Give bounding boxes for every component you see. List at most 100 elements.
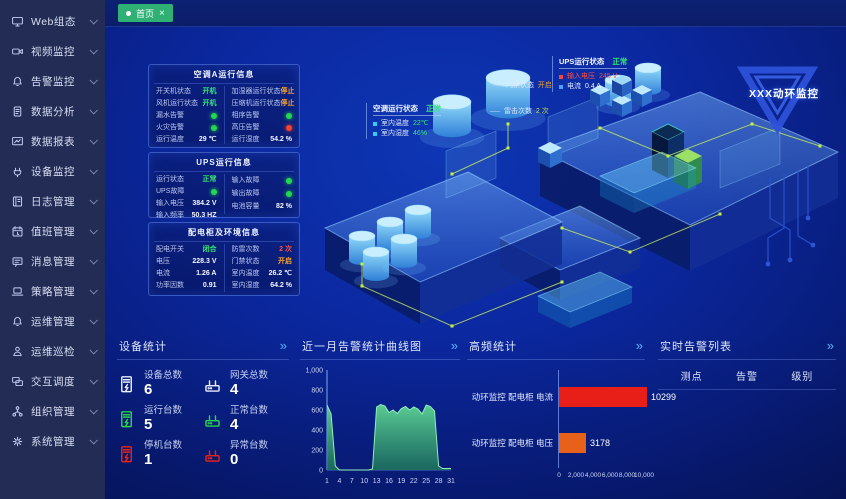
panel-title: 空调A运行信息 (154, 65, 294, 84)
chevron-down-icon (89, 406, 98, 415)
sidebar-item-label: Web组态 (31, 15, 76, 28)
info-panel-ac: 空调A运行信息 开关机状态 开机 风机运行状态 开机 漏水告警 火灾告警 运行温度 29 ℃ 加… (148, 64, 300, 148)
info-row: 运行状态 正常 (156, 176, 217, 183)
stat-item: 设备总数 6 (117, 370, 203, 398)
axis-tick: 4,000 (584, 472, 602, 479)
scene-label-door: 门禁状态 开启 (492, 80, 552, 90)
sidebar-item-log[interactable]: 日志管理 (0, 186, 105, 216)
chevron-down-icon (89, 286, 98, 295)
more-arrow-icon[interactable]: » (826, 338, 834, 353)
bar[interactable] (559, 433, 586, 453)
sidebar-item-label: 数据分析 (31, 105, 75, 118)
info-row: 相序告警 (232, 110, 292, 122)
panel-device-stats: 设备统计 » 设备总数 6 网关总数 4 运行台数 5 正常台数 4 停机台数 1 异常台数 0 (117, 334, 289, 494)
chevron-down-icon (89, 226, 98, 235)
sidebar-item-message[interactable]: 消息管理 (0, 246, 105, 276)
tab-dot-icon (126, 10, 131, 16)
sidebar-item-web[interactable]: Web组态 (0, 6, 105, 36)
status-dot-green (286, 177, 292, 184)
info-panel-power: 配电柜及环境信息 配电开关 闭合 电压 228.3 V 电流 1.26 A 功率因数 0.91… (148, 222, 300, 296)
sidebar-item-label: 告警监控 (31, 75, 75, 88)
sidebar-item-inspect[interactable]: 运维巡检 (0, 336, 105, 366)
sidebar-item-label: 组织管理 (31, 405, 75, 418)
svg-text:400: 400 (311, 428, 323, 435)
chevron-down-icon (89, 436, 98, 445)
bar-chart-axis (558, 370, 559, 468)
panel-alarm-list: 实时告警列表 » 测点 告警 级别 (658, 334, 836, 494)
sidebar-item-label: 值班管理 (31, 225, 75, 238)
gear-icon (11, 434, 25, 448)
sidebar-item-analysis[interactable]: 数据分析 (0, 96, 105, 126)
panel-title: 高频统计 (469, 341, 517, 353)
info-row: UPS故障 (156, 186, 217, 198)
chevron-down-icon (89, 16, 98, 25)
more-arrow-icon[interactable]: » (279, 338, 287, 353)
sidebar-item-duty[interactable]: 值班管理 (0, 216, 105, 246)
svg-text:13: 13 (373, 478, 381, 485)
sidebar-item-video[interactable]: 视频监控 (0, 36, 105, 66)
more-arrow-icon[interactable]: » (635, 338, 643, 353)
info-row: 运行温度 29 ℃ (156, 136, 217, 143)
sidebar-item-system[interactable]: 系统管理 (0, 426, 105, 456)
sidebar-item-dispatch[interactable]: 交互调度 (0, 366, 105, 396)
sidebar-item-report[interactable]: 数据报表 (0, 126, 105, 156)
bullet-icon (559, 75, 563, 79)
tab-bar: 首页 × (105, 0, 846, 27)
monitor-icon (11, 14, 25, 28)
sidebar-item-ops[interactable]: 运维管理 (0, 306, 105, 336)
chevron-down-icon (89, 346, 98, 355)
bullet-icon (373, 132, 377, 136)
bullet-icon (373, 122, 377, 126)
svg-text:19: 19 (398, 478, 406, 485)
info-row: 输出故障 (232, 188, 292, 200)
high-freq-chart: 动环监控 配电柜 电流 10299 动环监控 配电柜 电压 3178 0 2,000 4,0… (467, 362, 676, 494)
bar-label: 动环监控 配电柜 电流 (471, 392, 553, 402)
sidebar-item-org[interactable]: 组织管理 (0, 396, 105, 426)
tab-home[interactable]: 首页 × (118, 4, 173, 22)
cabinet-icon (117, 442, 137, 466)
bottom-section: 设备统计 » 设备总数 6 网关总数 4 运行台数 5 正常台数 4 停机台数 1 异常台数 0 近一… (105, 330, 846, 499)
sidebar-item-label: 设备监控 (31, 165, 75, 178)
message-icon (11, 254, 25, 268)
info-row: 漏水告警 (156, 110, 217, 122)
sidebar-menu: Web组态视频监控告警监控数据分析数据报表设备监控日志管理值班管理消息管理策略管… (0, 0, 105, 499)
svg-text:16: 16 (385, 478, 393, 485)
info-row: 室内温度 26.2 ℃ (231, 270, 293, 277)
stat-item: 网关总数 4 (203, 370, 289, 398)
panel-high-freq: 高频统计 » 动环监控 配电柜 电流 10299 动环监控 配电柜 电压 3178 0 2… (467, 334, 676, 494)
calendar-icon (11, 224, 25, 238)
screens-icon (11, 374, 25, 388)
sidebar-item-label: 视频监控 (31, 45, 75, 58)
camera-icon (11, 44, 25, 58)
sidebar-item-strategy[interactable]: 策略管理 (0, 276, 105, 306)
bar-label: 动环监控 配电柜 电压 (471, 438, 553, 448)
bar-value: 3178 (590, 438, 611, 448)
status-dot-green (210, 125, 217, 131)
panel-alarm-curve: 近一月告警统计曲线图 » 0 200 400 600 800 1,000 1 4 7 10 13 16… (300, 334, 460, 494)
cabinet-icon (117, 407, 137, 431)
leader-line (490, 110, 500, 112)
leader-line (492, 84, 502, 86)
more-arrow-icon[interactable]: » (450, 338, 458, 353)
info-row: 电压 228.3 V (156, 258, 217, 265)
sidebar-item-label: 交互调度 (31, 375, 75, 388)
chevron-down-icon (89, 256, 98, 265)
svg-text:25: 25 (422, 478, 430, 485)
gateway-icon (203, 372, 223, 396)
info-row: 火灾告警 (156, 122, 217, 134)
sidebar-item-alarm[interactable]: 告警监控 (0, 66, 105, 96)
sidebar-item-label: 消息管理 (31, 255, 75, 268)
plug-icon (11, 164, 25, 178)
chevron-down-icon (89, 46, 98, 55)
doc-icon (11, 104, 25, 118)
gateway-icon (203, 442, 223, 466)
sidebar-item-device[interactable]: 设备监控 (0, 156, 105, 186)
axis-tick: 0 (557, 472, 561, 479)
bell-icon (11, 74, 25, 88)
tab-home-label: 首页 (136, 8, 155, 19)
panel-title: 配电柜及环境信息 (154, 223, 294, 242)
tab-close-icon[interactable]: × (159, 7, 165, 19)
bar[interactable] (559, 387, 647, 407)
axis-tick: 10,000 (634, 472, 654, 479)
